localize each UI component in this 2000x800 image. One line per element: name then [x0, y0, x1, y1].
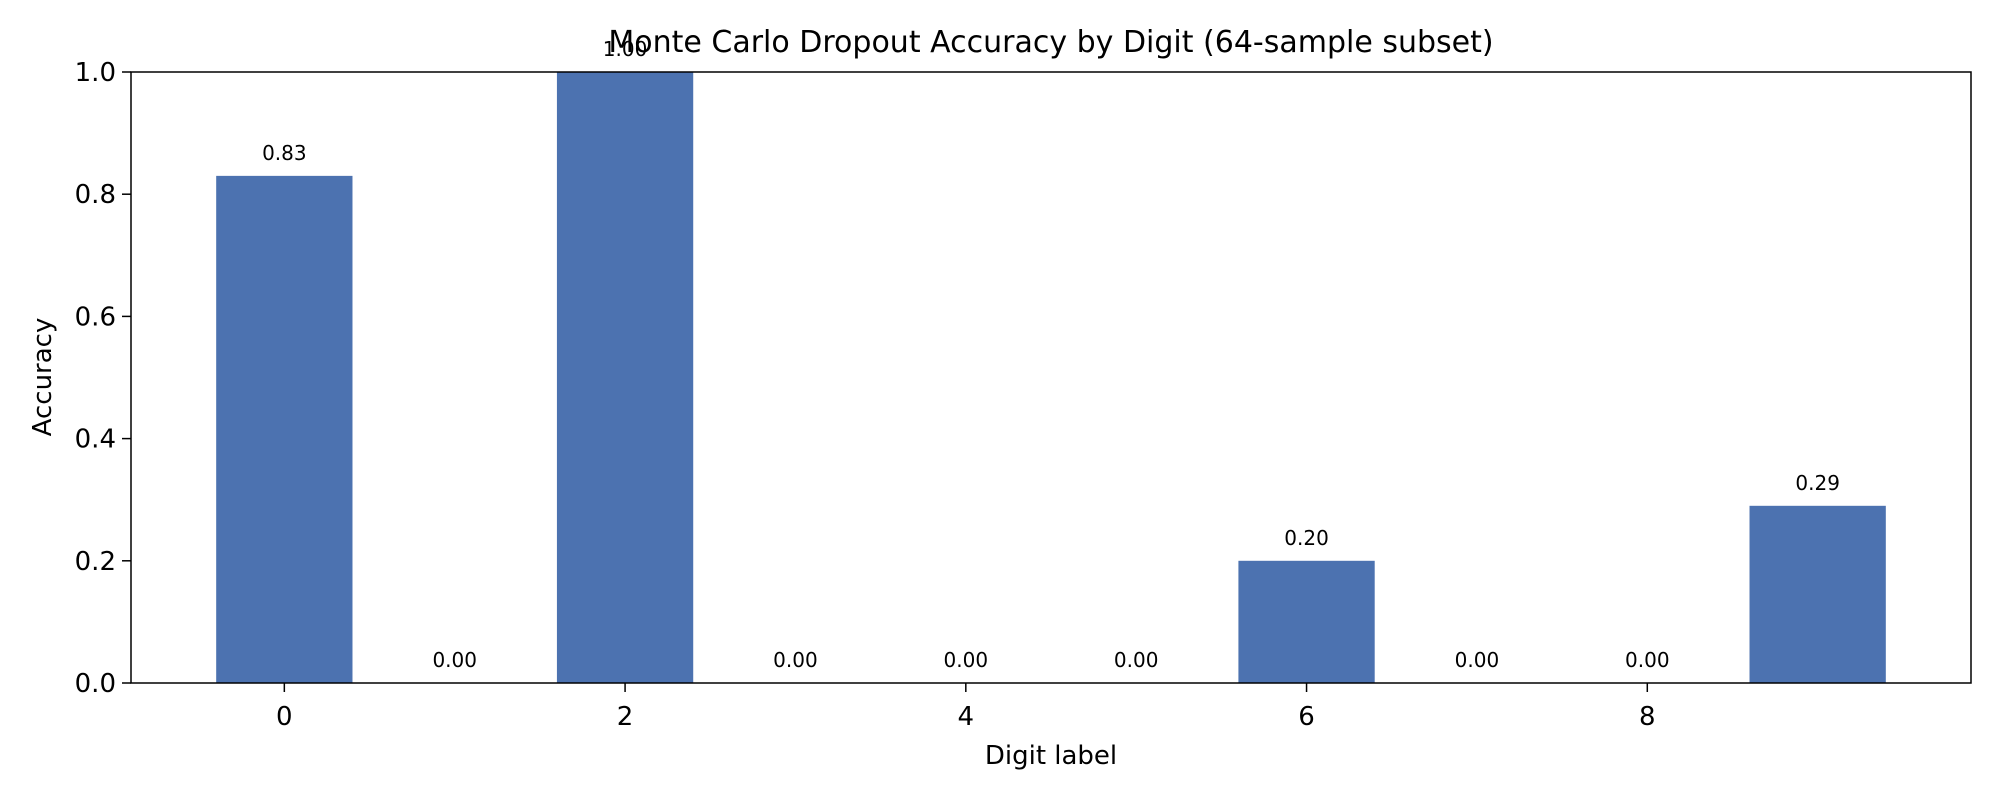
y-tick-label: 0.2	[75, 547, 116, 577]
value-label-digit-7: 0.00	[1455, 648, 1500, 672]
plot-frame	[130, 71, 1972, 684]
bars-group	[216, 72, 1886, 683]
bar-digit-2	[556, 72, 694, 683]
value-labels-group: 0.83 0.00 1.00 0.00 0.00 0.00 0.20 0.00 0.00 0.29	[262, 37, 1840, 672]
y-tick-label: 0.8	[75, 180, 116, 210]
value-label-digit-9: 0.29	[1795, 471, 1840, 495]
y-tick-label: 0.6	[75, 302, 116, 332]
y-tick-label: 0.0	[75, 669, 116, 699]
value-label-digit-6: 0.20	[1284, 526, 1329, 550]
bar-digit-9	[1749, 505, 1886, 683]
x-tick-label: 8	[1639, 702, 1656, 732]
value-label-digit-0: 0.83	[262, 141, 307, 165]
bar-digit-6	[1238, 560, 1375, 683]
bar-digit-0	[216, 175, 353, 683]
chart-title: Monte Carlo Dropout Accuracy by Digit (6…	[608, 25, 1493, 60]
y-axis-label: Accuracy	[28, 318, 58, 437]
y-tick-label: 1.0	[75, 58, 116, 88]
value-label-digit-5: 0.00	[1114, 648, 1159, 672]
value-label-digit-4: 0.00	[944, 648, 989, 672]
y-tick-label: 0.4	[75, 425, 116, 455]
value-label-digit-1: 0.00	[432, 648, 477, 672]
x-tick-label: 6	[1298, 702, 1315, 732]
x-axis-label: Digit label	[985, 741, 1117, 771]
value-label-digit-2: 1.00	[603, 37, 648, 61]
x-tick-label: 0	[276, 702, 293, 732]
value-label-digit-8: 0.00	[1625, 648, 1670, 672]
x-tick-label: 2	[617, 702, 634, 732]
y-axis-ticks: 0.0 0.2 0.4 0.6 0.8 1.0	[75, 58, 131, 699]
x-tick-label: 4	[958, 702, 975, 732]
value-label-digit-3: 0.00	[773, 648, 818, 672]
x-axis-ticks: 0 2 4 6 8	[276, 683, 1656, 732]
